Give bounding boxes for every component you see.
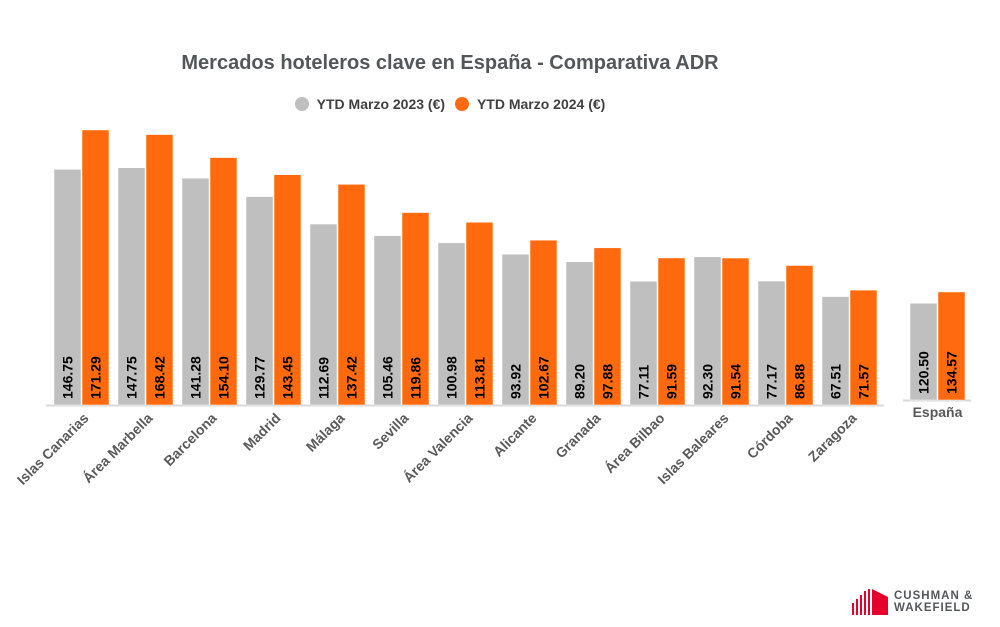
bar-espana-2024: [937, 291, 966, 401]
data-label-granada-2023: 89.20: [572, 364, 588, 399]
category-label-zaragoza: Zaragoza: [805, 410, 860, 465]
category-label-area-bilbao: Área Bilbao: [601, 410, 667, 476]
bar-malaga-2024: [337, 184, 366, 406]
data-label-area-marbella-2024: 168.42: [152, 356, 168, 399]
data-label-alicante-2024: 102.67: [536, 356, 552, 399]
data-label-cordoba-2024: 86.88: [792, 364, 808, 399]
bar-sevilla-2024: [401, 212, 430, 406]
data-label-area-bilbao-2024: 91.59: [664, 364, 680, 399]
data-label-barcelona-2024: 154.10: [216, 356, 232, 399]
category-label-malaga: Málaga: [303, 410, 348, 455]
building-logo-icon: [852, 589, 888, 615]
legend-marker-2024: [454, 97, 469, 111]
bar-malaga-2023: [309, 223, 338, 406]
bar-granada-2024: [593, 247, 622, 406]
bar-islas-canarias-2024: [81, 129, 110, 406]
bar-area-bilbao-2023: [629, 280, 658, 406]
bar-madrid-2024: [273, 174, 302, 406]
data-label-area-marbella-2023: 147.75: [124, 356, 140, 399]
data-label-zaragoza-2024: 71.57: [856, 364, 872, 399]
category-label-sevilla: Sevilla: [369, 410, 412, 453]
data-label-cordoba-2023: 77.17: [764, 364, 780, 399]
bar-barcelona-2023: [181, 177, 210, 406]
bar-cordoba-2024: [785, 265, 814, 406]
bar-area-marbella-2024: [145, 134, 174, 406]
category-label-madrid: Madrid: [240, 410, 284, 454]
bar-alicante-2023: [501, 253, 530, 406]
bar-barcelona-2024: [209, 157, 238, 406]
bar-islas-canarias-2023: [53, 169, 82, 406]
bar-zaragoza-2023: [821, 296, 850, 406]
bar-espana-2023: [909, 303, 938, 401]
bar-area-valencia-2023: [437, 242, 466, 406]
data-label-islas-baleares-2023: 92.30: [700, 364, 716, 399]
legend-label-2024: YTD Marzo 2024 (€): [476, 96, 606, 112]
data-label-area-bilbao-2023: 77.11: [636, 365, 652, 399]
legend-marker-2023: [294, 97, 309, 111]
legend-item-2023: YTD Marzo 2023 (€): [294, 96, 446, 112]
data-label-sevilla-2023: 105.46: [380, 356, 396, 399]
data-label-malaga-2023: 112.69: [316, 357, 332, 399]
logo-line-1: CUSHMAN &: [894, 590, 974, 602]
data-label-area-valencia-2023: 100.98: [444, 356, 460, 399]
bar-sevilla-2023: [373, 235, 402, 406]
data-label-sevilla-2024: 119.86: [408, 357, 424, 399]
bar-islas-baleares-2024: [721, 257, 750, 406]
data-label-alicante-2023: 93.92: [508, 364, 524, 399]
legend: YTD Marzo 2023 (€) YTD Marzo 2024 (€): [0, 96, 900, 114]
bar-cordoba-2023: [757, 280, 786, 406]
bar-islas-baleares-2023: [693, 256, 722, 406]
bar-zaragoza-2024: [849, 289, 878, 406]
bar-area-valencia-2024: [465, 222, 494, 406]
category-label-alicante: Alicante: [490, 410, 540, 460]
bar-area-marbella-2023: [117, 167, 146, 406]
category-label-granada: Granada: [552, 410, 604, 462]
data-label-espana-2024: 134.57: [944, 351, 960, 394]
data-label-islas-canarias-2023: 146.75: [60, 356, 76, 399]
data-label-islas-canarias-2024: 171.29: [88, 356, 104, 399]
data-label-area-valencia-2024: 113.81: [472, 357, 488, 399]
data-label-malaga-2024: 137.42: [344, 356, 360, 399]
data-label-madrid-2023: 129.77: [252, 356, 268, 399]
data-label-madrid-2024: 143.45: [280, 356, 296, 399]
category-label-cordoba: Córdoba: [744, 410, 796, 462]
category-label-barcelona: Barcelona: [160, 410, 219, 469]
logo-text: CUSHMAN & WAKEFIELD: [894, 590, 973, 614]
legend-label-2023: YTD Marzo 2023 (€): [316, 96, 446, 112]
legend-item-2024: YTD Marzo 2024 (€): [454, 96, 606, 112]
category-label-espana: España: [913, 404, 963, 420]
logo-line-2: WAKEFIELD: [894, 602, 971, 614]
chart-title: Mercados hoteleros clave en España - Com…: [181, 52, 719, 74]
bar-madrid-2023: [245, 196, 274, 406]
data-label-zaragoza-2023: 67.51: [828, 364, 844, 399]
cushman-wakefield-logo: CUSHMAN & WAKEFIELD: [852, 589, 973, 615]
bar-granada-2023: [565, 261, 594, 406]
data-label-granada-2024: 97.88: [600, 364, 616, 399]
bar-area-bilbao-2024: [657, 257, 686, 406]
data-label-islas-baleares-2024: 91.54: [728, 364, 744, 399]
data-label-barcelona-2023: 141.28: [188, 356, 204, 399]
data-label-espana-2023: 120.50: [916, 351, 932, 394]
bar-alicante-2024: [529, 239, 558, 406]
